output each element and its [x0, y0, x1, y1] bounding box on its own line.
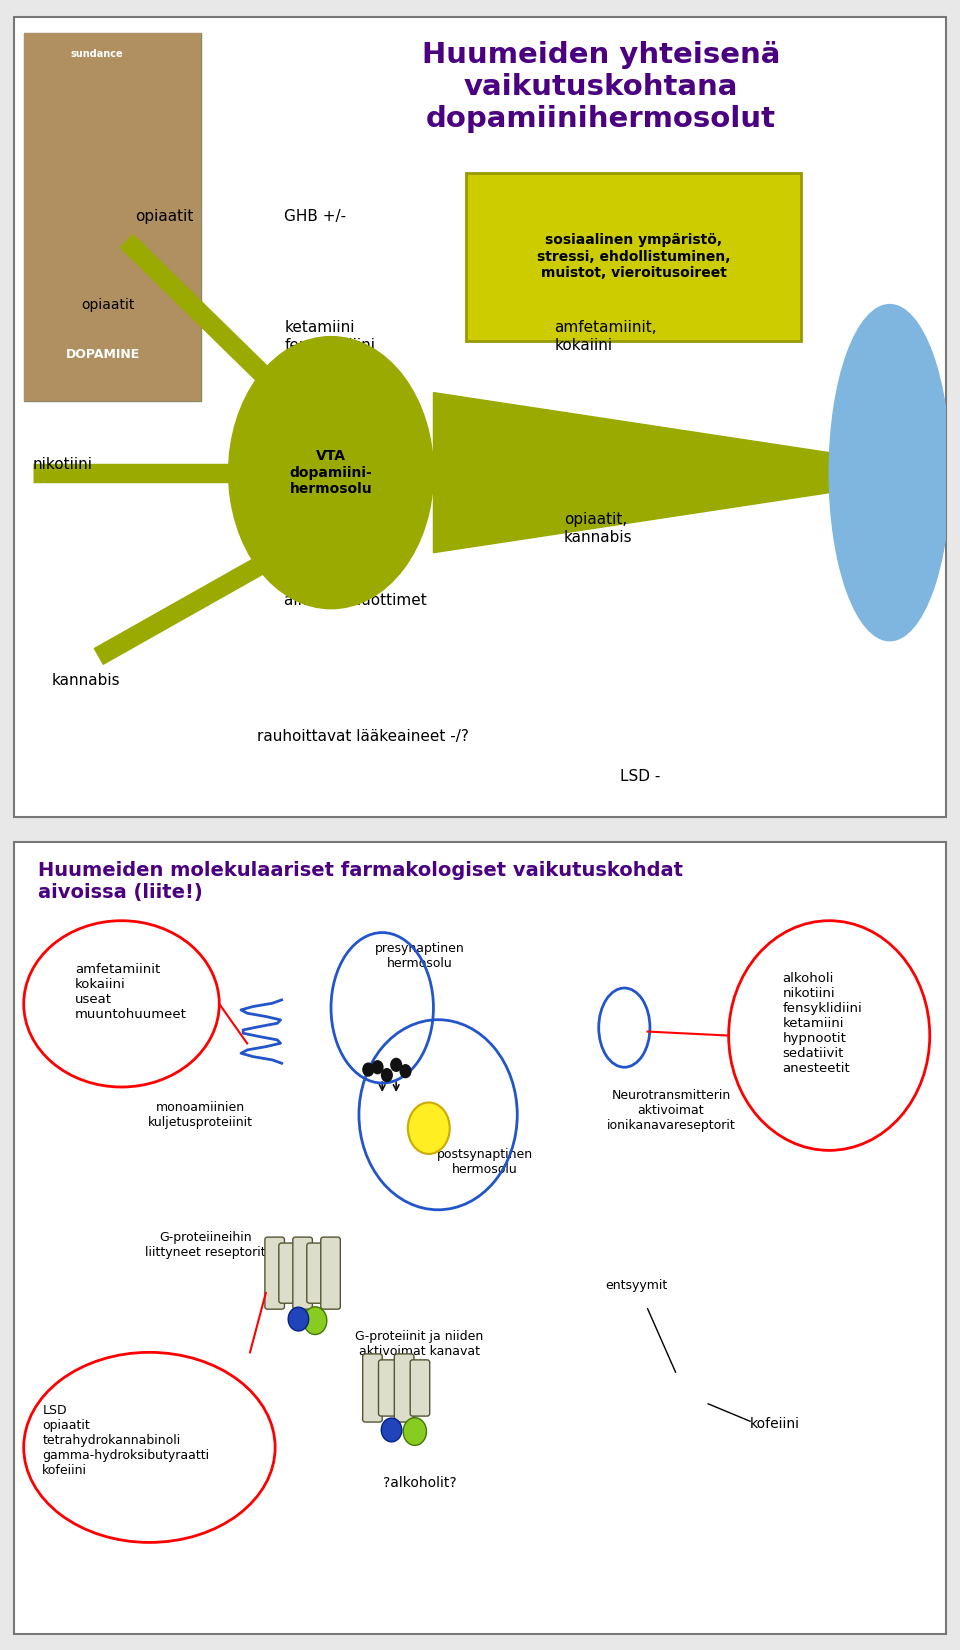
Text: G-proteiineihin
liittyneet reseptorit: G-proteiineihin liittyneet reseptorit	[145, 1231, 266, 1259]
Text: sundance: sundance	[70, 48, 123, 58]
FancyBboxPatch shape	[321, 1238, 340, 1308]
Text: sosiaalinen ympäristö,
stressi, ehdollistuminen,
muistot, vieroitusoireet: sosiaalinen ympäristö, stressi, ehdollis…	[537, 233, 731, 280]
Text: ketamiini
fensyklidiini: ketamiini fensyklidiini	[284, 320, 375, 353]
Text: nikotiini: nikotiini	[33, 457, 93, 472]
Ellipse shape	[362, 1063, 374, 1077]
Text: LSD
opiaatit
tetrahydrokannabinoli
gamma-hydroksibutyraatti
kofeiini: LSD opiaatit tetrahydrokannabinoli gamma…	[42, 1404, 209, 1477]
FancyBboxPatch shape	[24, 33, 201, 401]
FancyBboxPatch shape	[410, 1360, 430, 1416]
Text: GHB +/-: GHB +/-	[284, 210, 347, 224]
Text: ?alkoholit?: ?alkoholit?	[383, 1477, 456, 1490]
FancyBboxPatch shape	[14, 842, 946, 1634]
Ellipse shape	[381, 1417, 402, 1442]
Ellipse shape	[381, 1068, 393, 1082]
Text: LSD -: LSD -	[620, 769, 660, 784]
Text: NAc: NAc	[841, 464, 874, 482]
Ellipse shape	[372, 1059, 384, 1074]
Text: rauhoittavat lääkeaineet -/?: rauhoittavat lääkeaineet -/?	[256, 729, 468, 744]
FancyBboxPatch shape	[293, 1238, 312, 1308]
Text: kannabis: kannabis	[52, 673, 120, 688]
Ellipse shape	[288, 1307, 309, 1332]
FancyBboxPatch shape	[466, 173, 802, 340]
Text: alkoholi, liuottimet: alkoholi, liuottimet	[284, 594, 427, 609]
FancyBboxPatch shape	[24, 33, 201, 401]
FancyBboxPatch shape	[378, 1360, 398, 1416]
Text: entsyymit: entsyymit	[606, 1279, 668, 1292]
Text: presynaptinen
hermosolu: presynaptinen hermosolu	[374, 942, 465, 970]
Text: postsynaptinen
hermosolu: postsynaptinen hermosolu	[437, 1148, 533, 1176]
Text: amfetamiinit,
kokaiini: amfetamiinit, kokaiini	[555, 320, 658, 353]
Ellipse shape	[303, 1307, 326, 1335]
Ellipse shape	[228, 337, 434, 609]
FancyBboxPatch shape	[363, 1355, 382, 1422]
FancyBboxPatch shape	[265, 1238, 284, 1308]
Text: G-proteiinit ja niiden
aktivoimat kanavat: G-proteiinit ja niiden aktivoimat kanava…	[355, 1330, 484, 1358]
Text: opiaatit: opiaatit	[135, 210, 194, 224]
Text: opiaatit: opiaatit	[81, 297, 134, 312]
Polygon shape	[434, 393, 829, 553]
Ellipse shape	[399, 1064, 412, 1079]
FancyBboxPatch shape	[14, 16, 946, 817]
Text: Neurotransmitterin
aktivoimat
ionikanavareseptorit: Neurotransmitterin aktivoimat ionikanava…	[607, 1089, 735, 1132]
Text: kofeiini: kofeiini	[750, 1417, 800, 1431]
Text: Huumeiden yhteisenä
vaikutuskohtana
dopamiinihermosolut: Huumeiden yhteisenä vaikutuskohtana dopa…	[421, 41, 780, 134]
Ellipse shape	[829, 305, 950, 640]
Text: DOPAMINE: DOPAMINE	[65, 348, 140, 361]
Ellipse shape	[390, 1058, 402, 1072]
Text: VTA
dopamiini-
hermosolu: VTA dopamiini- hermosolu	[290, 449, 372, 497]
FancyBboxPatch shape	[307, 1242, 326, 1304]
FancyBboxPatch shape	[395, 1355, 414, 1422]
Text: Huumeiden molekulaariset farmakologiset vaikutuskohdat
aivoissa (liite!): Huumeiden molekulaariset farmakologiset …	[37, 861, 683, 903]
FancyBboxPatch shape	[278, 1242, 299, 1304]
Text: monoamiinien
kuljetusproteiinit: monoamiinien kuljetusproteiinit	[148, 1101, 253, 1129]
Ellipse shape	[403, 1417, 426, 1445]
Text: alkoholi
nikotiini
fensyklidiini
ketamiini
hypnootit
sedatiivit
anesteetit: alkoholi nikotiini fensyklidiini ketamii…	[782, 972, 862, 1076]
Text: amfetamiinit
kokaiini
useat
muuntohuumeet: amfetamiinit kokaiini useat muuntohuumee…	[75, 964, 187, 1021]
Ellipse shape	[408, 1102, 449, 1153]
Text: opiaatit,
kannabis: opiaatit, kannabis	[564, 513, 633, 544]
